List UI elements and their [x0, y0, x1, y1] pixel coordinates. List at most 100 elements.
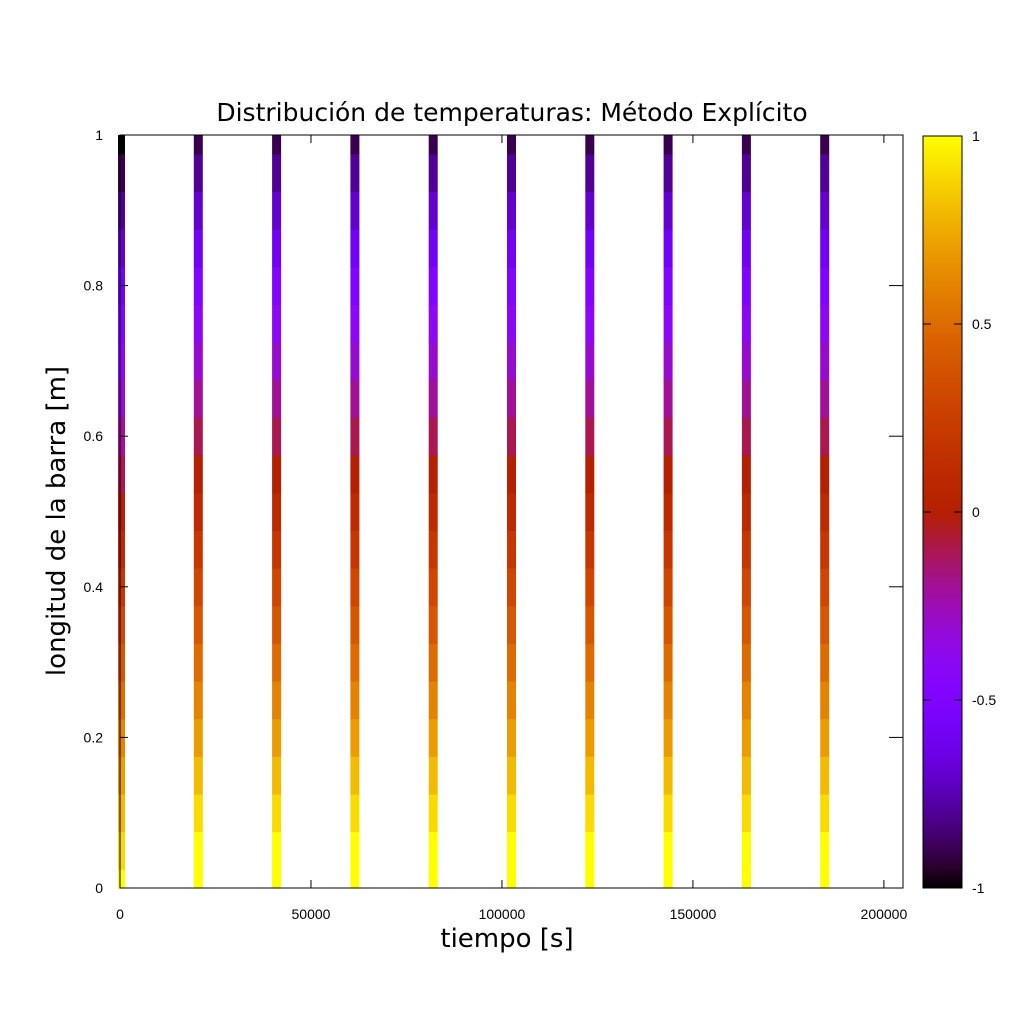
- heatmap-cell: [741, 831, 751, 870]
- heatmap-cell: [507, 605, 516, 644]
- x-tick-label: 200000: [861, 906, 908, 922]
- heatmap-cell: [741, 455, 751, 494]
- heatmap-cell: [741, 342, 751, 381]
- heatmap-cell: [741, 266, 751, 306]
- heatmap-cell: [820, 643, 830, 682]
- heatmap-cell: [507, 304, 516, 343]
- heatmap-cell: [741, 229, 751, 268]
- heatmap-cell: [350, 869, 360, 889]
- heatmap-cell: [585, 530, 595, 569]
- chart-title: Distribución de temperaturas: Método Exp…: [216, 98, 807, 127]
- y-tick-label: 1: [95, 127, 103, 143]
- heatmap-cell: [507, 492, 516, 531]
- heatmap-cell: [272, 379, 282, 418]
- heatmap-cell: [585, 793, 595, 833]
- heatmap-cell: [350, 191, 360, 230]
- heatmap-cell: [428, 379, 438, 418]
- heatmap-cell: [118, 831, 125, 870]
- heatmap-cell: [663, 530, 673, 569]
- colorbar-ticks: -1 -0.5 0 0.5 1: [923, 128, 996, 896]
- heatmap-cell: [350, 567, 360, 607]
- heatmap-cell: [663, 680, 673, 720]
- heatmap-cell: [350, 530, 360, 569]
- heatmap-cell: [741, 756, 751, 795]
- heatmap-cell: [663, 135, 673, 155]
- heatmap-cell: [428, 643, 438, 682]
- y-tick-label: 0: [95, 880, 103, 896]
- heatmap-cell: [663, 718, 673, 757]
- heatmap-cell: [193, 793, 203, 833]
- heatmap-cell: [585, 756, 595, 795]
- heatmap-cell: [663, 643, 673, 682]
- heatmap-cell: [663, 605, 673, 644]
- heatmap-cell: [585, 643, 595, 682]
- plot-area: [118, 135, 830, 889]
- heatmap-cell: [272, 304, 282, 343]
- colorbar-tick-label: -1: [972, 880, 985, 896]
- heatmap-cell: [741, 869, 751, 889]
- heatmap-cell: [585, 379, 595, 418]
- heatmap-cell: [428, 492, 438, 531]
- heatmap-cell: [193, 191, 203, 230]
- heatmap-cell: [350, 379, 360, 418]
- heatmap-cell: [350, 304, 360, 343]
- heatmap-cell: [350, 793, 360, 833]
- heatmap-cell: [428, 304, 438, 343]
- heatmap-cell: [820, 304, 830, 343]
- heatmap-cell: [820, 605, 830, 644]
- heatmap-cell: [272, 191, 282, 230]
- heatmap-cell: [820, 455, 830, 494]
- heatmap-cell: [663, 455, 673, 494]
- heatmap-cell: [350, 680, 360, 720]
- heatmap-cell: [118, 680, 125, 720]
- x-tick-label: 0: [116, 906, 124, 922]
- heatmap-cell: [428, 567, 438, 607]
- heatmap-cell: [272, 492, 282, 531]
- heatmap-cell: [663, 869, 673, 889]
- heatmap-cell: [585, 605, 595, 644]
- heatmap-cell: [820, 831, 830, 870]
- heatmap-cell: [428, 417, 438, 456]
- heatmap-cell: [663, 266, 673, 306]
- heatmap-cell: [350, 643, 360, 682]
- heatmap-cell: [741, 680, 751, 720]
- heatmap-cell: [272, 417, 282, 456]
- y-axis-label: longitud de la barra [m]: [42, 366, 72, 676]
- heatmap-cell: [820, 342, 830, 381]
- heatmap-cell: [118, 492, 125, 531]
- heatmap-cell: [663, 379, 673, 418]
- heatmap-cell: [428, 718, 438, 757]
- heatmap-cell: [428, 530, 438, 569]
- heatmap-cell: [272, 869, 282, 889]
- heatmap-cell: [507, 680, 516, 720]
- heatmap-cell: [663, 342, 673, 381]
- heatmap-cell: [507, 869, 516, 889]
- heatmap-cell: [507, 229, 516, 268]
- heatmap-cell: [193, 229, 203, 268]
- heatmap-cell: [428, 229, 438, 268]
- heatmap-cell: [350, 455, 360, 494]
- heatmap-cell: [272, 718, 282, 757]
- heatmap-cell: [585, 831, 595, 870]
- heatmap-cell: [272, 455, 282, 494]
- heatmap-cell: [118, 530, 125, 569]
- heatmap-cell: [193, 831, 203, 870]
- heatmap-cell: [585, 417, 595, 456]
- heatmap-cell: [663, 153, 673, 193]
- heatmap-cell: [428, 680, 438, 720]
- heatmap-cell: [585, 567, 595, 607]
- heatmap-cell: [663, 831, 673, 870]
- heatmap-cell: [193, 530, 203, 569]
- heatmap-cell: [585, 135, 595, 155]
- heatmap-cell: [118, 379, 125, 418]
- heatmap-cell: [663, 793, 673, 833]
- heatmap-cell: [193, 643, 203, 682]
- heatmap-cell: [272, 605, 282, 644]
- heatmap-cell: [118, 793, 125, 833]
- heatmap-cell: [428, 605, 438, 644]
- x-tick-label: 50000: [292, 906, 331, 922]
- heatmap-cell: [118, 153, 125, 193]
- heatmap-cell: [272, 831, 282, 870]
- heatmap-cell: [428, 135, 438, 155]
